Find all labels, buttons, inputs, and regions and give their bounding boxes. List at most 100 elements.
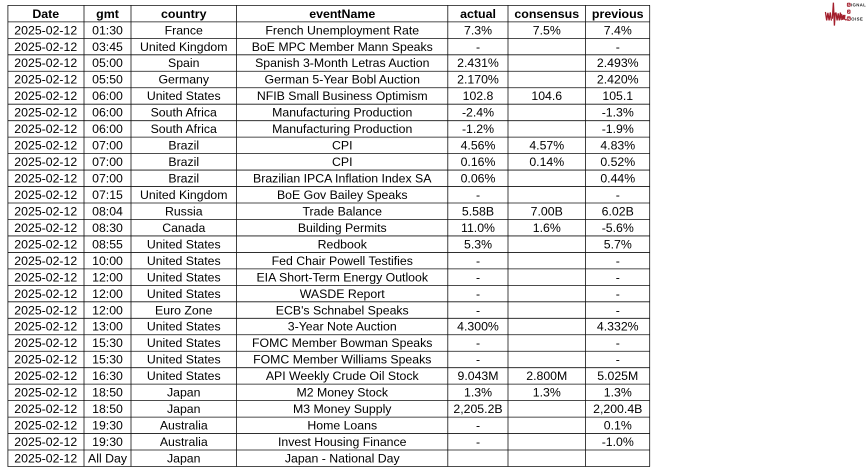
- svg-text:5.025M: 5.025M: [597, 369, 638, 383]
- svg-text:2025-02-12: 2025-02-12: [14, 188, 77, 202]
- svg-text:-1.0%: -1.0%: [602, 435, 634, 449]
- svg-text:United States: United States: [147, 254, 221, 268]
- svg-text:EIA Short-Term Energy Outlook: EIA Short-Term Energy Outlook: [256, 270, 428, 284]
- svg-text:Japan - National Day: Japan - National Day: [285, 451, 401, 465]
- svg-text:consensus: consensus: [514, 7, 579, 21]
- svg-text:0.52%: 0.52%: [600, 155, 635, 169]
- svg-text:0.44%: 0.44%: [600, 172, 635, 186]
- svg-text:FOMC Member Williams Speaks: FOMC Member Williams Speaks: [253, 353, 431, 367]
- svg-text:-: -: [616, 336, 620, 350]
- svg-text:2.431%: 2.431%: [457, 56, 499, 70]
- svg-text:-: -: [616, 353, 620, 367]
- svg-text:actual: actual: [460, 7, 496, 21]
- svg-text:13:00: 13:00: [92, 320, 123, 334]
- svg-text:United States: United States: [147, 320, 221, 334]
- svg-text:-: -: [476, 40, 480, 54]
- svg-text:2,200.4B: 2,200.4B: [593, 402, 642, 416]
- svg-text:7.4%: 7.4%: [604, 23, 632, 37]
- svg-text:Spain: Spain: [168, 56, 200, 70]
- svg-text:105.1: 105.1: [602, 89, 633, 103]
- svg-text:06:00: 06:00: [92, 106, 123, 120]
- svg-text:-: -: [476, 254, 480, 268]
- svg-text:4.332%: 4.332%: [597, 320, 639, 334]
- svg-text:Australia: Australia: [160, 435, 208, 449]
- svg-text:16:30: 16:30: [92, 369, 123, 383]
- svg-text:5.58B: 5.58B: [462, 204, 494, 218]
- svg-text:2025-02-12: 2025-02-12: [14, 73, 77, 87]
- svg-text:-: -: [616, 270, 620, 284]
- svg-text:1.3%: 1.3%: [604, 386, 632, 400]
- svg-text:08:30: 08:30: [92, 221, 123, 235]
- svg-text:-: -: [476, 353, 480, 367]
- svg-text:-: -: [616, 188, 620, 202]
- svg-text:-: -: [476, 287, 480, 301]
- svg-text:5.3%: 5.3%: [464, 237, 492, 251]
- svg-text:WASDE Report: WASDE Report: [300, 287, 386, 301]
- svg-text:-: -: [616, 254, 620, 268]
- svg-text:Euro Zone: Euro Zone: [155, 303, 213, 317]
- svg-text:Spanish 3-Month Letras Auction: Spanish 3-Month Letras Auction: [255, 56, 429, 70]
- svg-text:-: -: [476, 188, 480, 202]
- svg-text:5.7%: 5.7%: [604, 237, 632, 251]
- svg-text:1.3%: 1.3%: [533, 386, 561, 400]
- svg-text:08:04: 08:04: [92, 204, 123, 218]
- svg-text:2025-02-12: 2025-02-12: [14, 155, 77, 169]
- svg-text:-1.2%: -1.2%: [462, 122, 494, 136]
- svg-text:18:50: 18:50: [92, 386, 123, 400]
- svg-text:Home Loans: Home Loans: [307, 419, 377, 433]
- svg-text:4.57%: 4.57%: [529, 139, 564, 153]
- svg-text:-: -: [616, 40, 620, 54]
- svg-text:05:00: 05:00: [92, 56, 123, 70]
- svg-text:gmt: gmt: [96, 7, 119, 21]
- svg-text:All Day: All Day: [88, 451, 128, 465]
- svg-text:2025-02-12: 2025-02-12: [14, 353, 77, 367]
- svg-text:Japan: Japan: [167, 451, 201, 465]
- svg-text:-: -: [476, 336, 480, 350]
- svg-text:Japan: Japan: [167, 386, 201, 400]
- svg-text:Manufacturing Production: Manufacturing Production: [272, 122, 412, 136]
- svg-text:South Africa: South Africa: [151, 106, 217, 120]
- svg-text:2025-02-12: 2025-02-12: [14, 106, 77, 120]
- svg-text:2025-02-12: 2025-02-12: [14, 369, 77, 383]
- svg-text:0.14%: 0.14%: [529, 155, 564, 169]
- svg-text:Building Permits: Building Permits: [298, 221, 387, 235]
- svg-text:12:00: 12:00: [92, 270, 123, 284]
- svg-text:French Unemployment Rate: French Unemployment Rate: [265, 23, 419, 37]
- svg-text:API Weekly Crude Oil Stock: API Weekly Crude Oil Stock: [266, 369, 420, 383]
- svg-text:12:00: 12:00: [92, 287, 123, 301]
- svg-text:-: -: [476, 303, 480, 317]
- svg-text:Fed Chair Powell Testifies: Fed Chair Powell Testifies: [272, 254, 413, 268]
- svg-text:2.420%: 2.420%: [597, 73, 639, 87]
- svg-text:06:00: 06:00: [92, 89, 123, 103]
- svg-text:19:30: 19:30: [92, 419, 123, 433]
- svg-text:2025-02-12: 2025-02-12: [14, 303, 77, 317]
- svg-text:0.16%: 0.16%: [461, 155, 496, 169]
- svg-text:Brazil: Brazil: [168, 139, 199, 153]
- svg-text:1.3%: 1.3%: [464, 386, 492, 400]
- svg-text:United States: United States: [147, 336, 221, 350]
- svg-text:United States: United States: [147, 270, 221, 284]
- svg-text:15:30: 15:30: [92, 353, 123, 367]
- svg-text:10:00: 10:00: [92, 254, 123, 268]
- svg-text:18:50: 18:50: [92, 402, 123, 416]
- svg-text:2025-02-12: 2025-02-12: [14, 336, 77, 350]
- svg-text:07:00: 07:00: [92, 155, 123, 169]
- svg-text:2.493%: 2.493%: [597, 56, 639, 70]
- svg-text:4.56%: 4.56%: [461, 139, 496, 153]
- svg-text:eventName: eventName: [309, 7, 375, 21]
- svg-text:104.6: 104.6: [531, 89, 562, 103]
- svg-text:2025-02-12: 2025-02-12: [14, 287, 77, 301]
- svg-text:France: France: [165, 23, 203, 37]
- svg-text:2025-02-12: 2025-02-12: [14, 320, 77, 334]
- svg-text:M3 Money Supply: M3 Money Supply: [293, 402, 392, 416]
- svg-text:2025-02-12: 2025-02-12: [14, 139, 77, 153]
- svg-text:Brazil: Brazil: [168, 172, 199, 186]
- svg-text:2025-02-12: 2025-02-12: [14, 89, 77, 103]
- svg-text:Manufacturing Production: Manufacturing Production: [272, 106, 412, 120]
- svg-text:2025-02-12: 2025-02-12: [14, 237, 77, 251]
- svg-text:FOMC Member Bowman Speaks: FOMC Member Bowman Speaks: [252, 336, 432, 350]
- svg-text:M2 Money Stock: M2 Money Stock: [296, 386, 388, 400]
- svg-text:2025-02-12: 2025-02-12: [14, 56, 77, 70]
- svg-text:Date: Date: [32, 7, 59, 21]
- svg-text:2.800M: 2.800M: [526, 369, 567, 383]
